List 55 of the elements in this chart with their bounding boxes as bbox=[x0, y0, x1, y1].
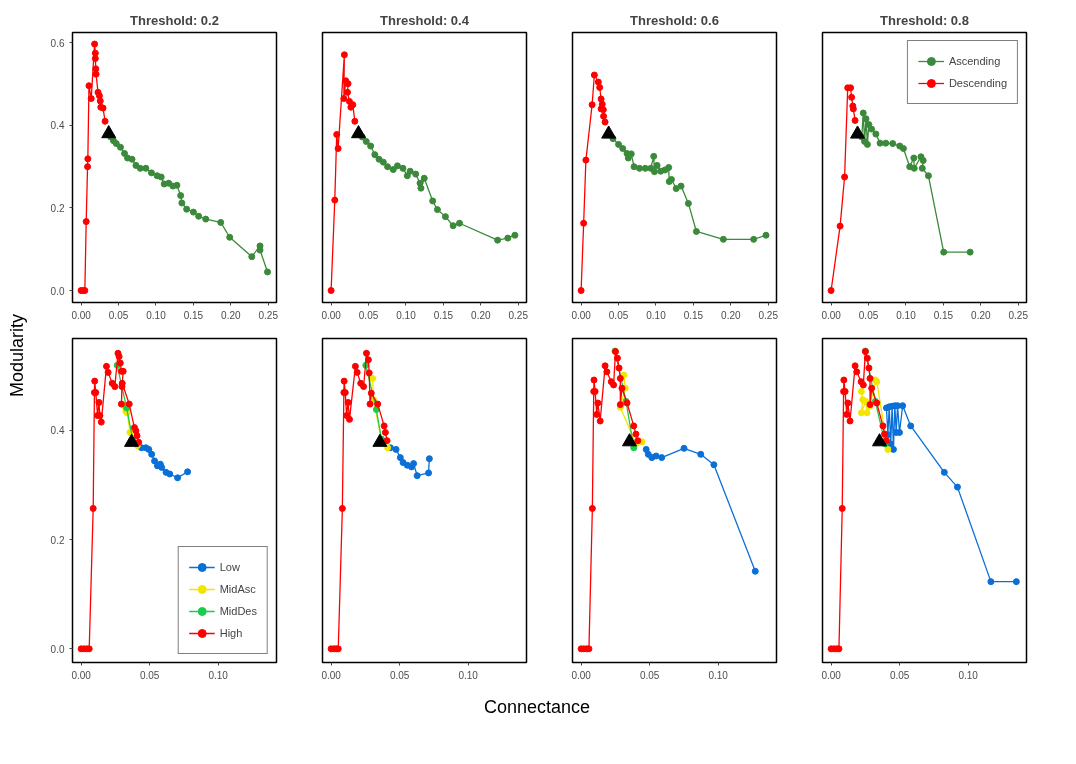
x-tick-label: 0.15 bbox=[933, 309, 954, 321]
x-tick-label: 0.15 bbox=[433, 309, 454, 321]
x-tick-label: 0.00 bbox=[71, 309, 92, 321]
y-tick-label: 0.6 bbox=[50, 37, 65, 49]
x-tick-label: 0.00 bbox=[571, 309, 592, 321]
y-tick-label: 0.4 bbox=[50, 120, 65, 132]
x-tick-label: 0.15 bbox=[683, 309, 704, 321]
x-tick-label: 0.05 bbox=[139, 669, 160, 681]
x-tick-label: 0.10 bbox=[896, 309, 917, 321]
x-tick-label: 0.05 bbox=[389, 669, 410, 681]
x-tick-label: 0.05 bbox=[108, 309, 129, 321]
legend-label: Low bbox=[219, 561, 240, 573]
x-tick-label: 0.05 bbox=[639, 669, 660, 681]
x-tick-label: 0.10 bbox=[958, 669, 979, 681]
x-tick-label: 0.25 bbox=[758, 309, 779, 321]
x-tick-label: 0.00 bbox=[821, 309, 842, 321]
x-tick-label: 0.10 bbox=[708, 669, 729, 681]
chart-title: Threshold: 0.8 bbox=[880, 12, 969, 28]
x-tick-label: 0.00 bbox=[571, 669, 592, 681]
legend-label: High bbox=[219, 627, 243, 639]
x-tick-label: 0.05 bbox=[608, 309, 629, 321]
x-tick-label: 0.05 bbox=[358, 309, 379, 321]
y-axis-title: Modularity bbox=[6, 313, 28, 397]
y-tick-label: 0.0 bbox=[50, 643, 65, 655]
x-tick-label: 0.20 bbox=[721, 309, 741, 321]
x-tick-label: 0.00 bbox=[821, 669, 842, 681]
legend-label: Descending bbox=[948, 77, 1007, 89]
x-tick-label: 0.10 bbox=[646, 309, 667, 321]
x-tick-label: 0.25 bbox=[258, 309, 279, 321]
x-axis-title: Connectance bbox=[483, 696, 591, 719]
x-tick-label: 0.00 bbox=[321, 309, 342, 321]
legend-label: MidDes bbox=[219, 605, 257, 617]
x-tick-label: 0.00 bbox=[71, 669, 92, 681]
legend-label: MidAsc bbox=[219, 583, 256, 595]
x-tick-label: 0.00 bbox=[321, 669, 342, 681]
x-tick-label: 0.20 bbox=[221, 309, 241, 321]
x-tick-label: 0.10 bbox=[396, 309, 417, 321]
chart-title: Threshold: 0.6 bbox=[630, 12, 719, 28]
x-tick-label: 0.25 bbox=[508, 309, 529, 321]
y-tick-label: 0.2 bbox=[50, 202, 65, 214]
chart-title: Threshold: 0.4 bbox=[380, 12, 470, 28]
y-tick-label: 0.2 bbox=[50, 534, 65, 546]
x-tick-label: 0.10 bbox=[208, 669, 229, 681]
x-tick-label: 0.10 bbox=[458, 669, 479, 681]
x-tick-label: 0.05 bbox=[889, 669, 910, 681]
x-tick-label: 0.10 bbox=[146, 309, 167, 321]
y-tick-label: 0.4 bbox=[50, 425, 65, 437]
legend-label: Ascending bbox=[948, 55, 1001, 67]
y-tick-label: 0.0 bbox=[50, 285, 65, 297]
chart-title: Threshold: 0.2 bbox=[130, 12, 219, 28]
x-tick-label: 0.20 bbox=[471, 309, 491, 321]
x-tick-label: 0.05 bbox=[858, 309, 879, 321]
x-tick-label: 0.15 bbox=[183, 309, 204, 321]
x-tick-label: 0.25 bbox=[1008, 309, 1029, 321]
x-tick-label: 0.20 bbox=[971, 309, 991, 321]
